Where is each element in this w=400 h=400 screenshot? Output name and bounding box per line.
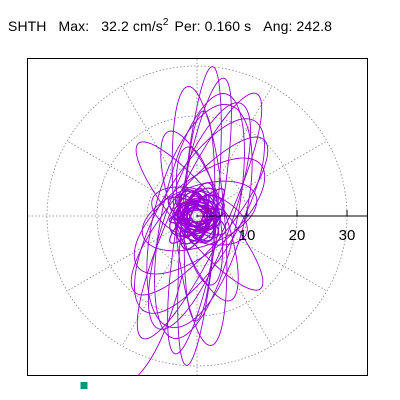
trace-loop — [130, 136, 269, 296]
max-unit-exponent: 2 — [162, 17, 169, 28]
motion-trace — [130, 66, 269, 375]
trace-loop — [151, 186, 248, 246]
trace-loop — [171, 86, 228, 346]
station-code: SHTH — [8, 18, 47, 34]
trace-loop — [146, 103, 253, 329]
radial-tick-label-20: 20 — [289, 227, 306, 244]
trace-loop — [167, 77, 232, 355]
angle-value: 242.8 — [296, 18, 333, 34]
radial-tick-labels: 10 20 30 — [239, 227, 356, 244]
trace-tail — [137, 275, 183, 375]
axes — [197, 210, 367, 217]
trace-loop — [133, 157, 266, 275]
trace-loop — [141, 180, 258, 252]
period-value: 0.160 — [204, 18, 241, 34]
trace-loop — [183, 110, 216, 322]
grid-spoke-120 — [121, 85, 198, 217]
grid-spoke-330 — [196, 215, 328, 292]
period-label: Per: — [174, 18, 201, 34]
max-unit: cm/s — [132, 18, 163, 34]
max-label: Max: — [58, 18, 90, 34]
trace-loop — [134, 118, 265, 314]
chart-title: SHTH Max: 32.2 cm/s2 Per: 0.160 s Ang: 242.8 — [8, 17, 333, 35]
trace-loop — [135, 141, 264, 291]
trace-loop — [154, 93, 245, 339]
radial-tick-label-30: 30 — [339, 227, 356, 244]
trace-loop — [136, 92, 263, 340]
angle-label: Ang: — [263, 18, 293, 34]
max-value: 32.2 — [101, 18, 129, 34]
radial-tick-label-10: 10 — [239, 227, 256, 244]
end-marker — [80, 382, 88, 389]
trace-center-loop — [177, 201, 217, 231]
end-marker-group — [80, 382, 88, 389]
trace-loop — [177, 66, 222, 366]
trace-loop — [175, 146, 224, 286]
trace-center-loop — [182, 204, 212, 228]
plot-frame — [27, 58, 368, 376]
period-unit: s — [244, 18, 252, 34]
